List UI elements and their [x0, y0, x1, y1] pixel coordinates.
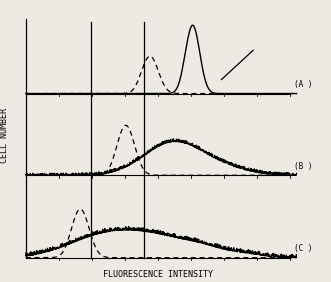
Text: (B ): (B ) [294, 162, 313, 171]
Text: (C ): (C ) [294, 244, 313, 254]
Text: FLUORESCENCE INTENSITY: FLUORESCENCE INTENSITY [103, 270, 213, 279]
Text: (A ): (A ) [294, 80, 313, 89]
Text: CELL NUMBER: CELL NUMBER [0, 108, 9, 163]
